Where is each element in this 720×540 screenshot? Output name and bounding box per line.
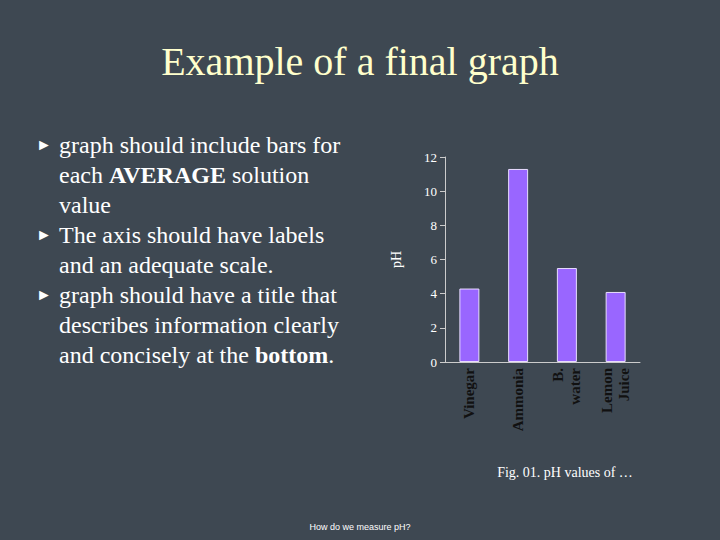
svg-text:Lemon: Lemon: [599, 367, 615, 413]
svg-text:B.: B.: [550, 368, 566, 382]
svg-text:2: 2: [431, 320, 438, 335]
svg-text:0: 0: [431, 355, 438, 370]
svg-text:Vinegar: Vinegar: [461, 368, 477, 419]
svg-text:Fig. 01. pH values of …: Fig. 01. pH values of …: [497, 465, 633, 480]
svg-text:12: 12: [424, 150, 437, 165]
html-text:Example of a final graph: Example of a final graph: [161, 39, 559, 84]
svg-text:6: 6: [431, 252, 438, 267]
html-text:The axis should have labels an: The axis should have labels and an adequ…: [59, 222, 325, 278]
html-text:graph should have a title that: graph should have a title that describes…: [59, 282, 339, 368]
svg-text:Juice: Juice: [616, 368, 632, 402]
svg-text:Ammonia: Ammonia: [510, 368, 526, 432]
svg-text:water: water: [567, 368, 583, 405]
html-text:How do we measure pH?: How do we measure pH?: [309, 522, 411, 532]
svg-text:10: 10: [424, 184, 437, 199]
svg-text:8: 8: [431, 218, 438, 233]
svg-text:pH: pH: [389, 251, 404, 268]
svg-text:4: 4: [431, 286, 438, 301]
html-text:graph should include bars for: graph should include bars for each AVERA…: [59, 132, 341, 218]
